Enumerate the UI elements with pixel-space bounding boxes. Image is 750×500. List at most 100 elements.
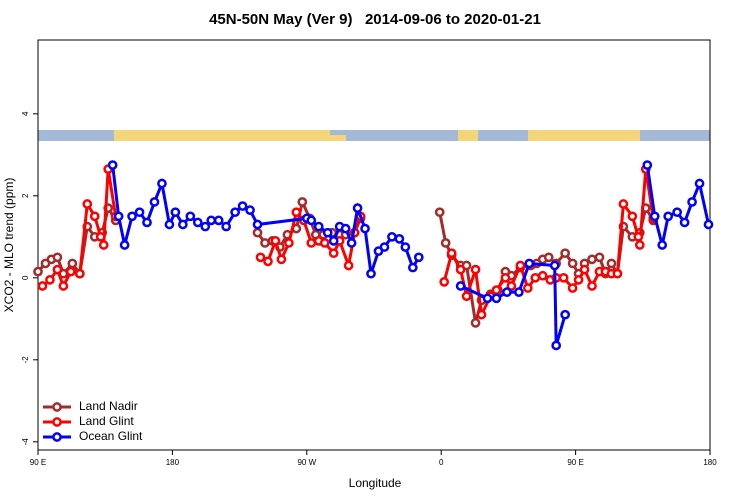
data-point bbox=[634, 240, 645, 250]
data-point bbox=[237, 201, 248, 211]
data-point bbox=[45, 275, 55, 285]
data-point bbox=[649, 211, 660, 222]
data-point bbox=[514, 287, 524, 297]
data-point bbox=[127, 211, 137, 222]
data-point bbox=[346, 238, 357, 248]
data-point bbox=[434, 207, 445, 218]
data-point bbox=[560, 248, 570, 259]
data-point bbox=[587, 281, 597, 291]
data-point bbox=[573, 275, 584, 285]
data-point bbox=[455, 264, 466, 275]
data-point bbox=[587, 254, 597, 265]
data-point bbox=[476, 309, 487, 320]
series-line bbox=[645, 164, 710, 246]
data-point bbox=[515, 260, 526, 271]
data-point bbox=[66, 266, 76, 277]
x-tick-label: 0 bbox=[439, 458, 444, 467]
data-point bbox=[306, 215, 317, 226]
data-point bbox=[352, 203, 363, 213]
legend-label: Land Glint bbox=[79, 414, 134, 428]
data-point bbox=[379, 242, 390, 252]
data-point bbox=[245, 205, 255, 215]
data-point bbox=[33, 266, 43, 277]
data-point bbox=[74, 268, 85, 279]
data-point bbox=[322, 227, 333, 238]
data-point bbox=[400, 242, 411, 252]
data-point bbox=[252, 219, 263, 230]
data-point bbox=[394, 234, 405, 244]
data-point bbox=[178, 219, 188, 230]
x-tick-label: 180 bbox=[166, 458, 180, 467]
data-point bbox=[491, 285, 502, 295]
data-point bbox=[642, 160, 653, 170]
x-tick-label: 90 W bbox=[297, 458, 316, 467]
y-axis-label: XCO2 - MLO trend (ppm) bbox=[2, 178, 16, 313]
data-point bbox=[506, 281, 517, 291]
data-point bbox=[252, 227, 263, 238]
data-point bbox=[52, 264, 63, 275]
land-ocean-strip bbox=[38, 130, 710, 141]
data-point bbox=[567, 258, 578, 269]
data-point bbox=[407, 262, 418, 273]
data-point bbox=[192, 217, 203, 228]
data-point bbox=[119, 240, 130, 250]
data-point bbox=[291, 207, 302, 218]
data-point bbox=[134, 207, 145, 218]
data-point bbox=[360, 223, 370, 234]
chart-title: 45N-50N May (Ver 9) 2014-09-06 to 2020-0… bbox=[209, 11, 541, 28]
legend-label: Ocean Glint bbox=[79, 429, 143, 443]
data-point bbox=[82, 199, 93, 209]
data-point bbox=[679, 217, 690, 228]
data-point bbox=[627, 211, 638, 222]
data-point bbox=[95, 231, 106, 242]
data-point bbox=[206, 215, 217, 226]
data-point bbox=[446, 248, 457, 259]
data-point bbox=[263, 256, 273, 267]
x-tick-label: 180 bbox=[703, 458, 717, 467]
data-point bbox=[313, 221, 324, 232]
data-point bbox=[558, 272, 569, 283]
data-point bbox=[657, 240, 668, 250]
data-point bbox=[440, 238, 451, 248]
x-axis-label: Longitude bbox=[349, 476, 402, 490]
data-point bbox=[530, 272, 541, 283]
series bbox=[107, 160, 714, 351]
data-point bbox=[297, 197, 308, 207]
data-point bbox=[306, 238, 317, 248]
data-point bbox=[67, 258, 78, 269]
data-point bbox=[470, 318, 481, 328]
data-point bbox=[461, 291, 472, 302]
data-point bbox=[567, 283, 578, 293]
data-point bbox=[340, 223, 351, 234]
x-tick-label: 90 E bbox=[30, 458, 46, 467]
data-point bbox=[260, 238, 270, 248]
data-point bbox=[200, 221, 211, 232]
data-point bbox=[276, 254, 287, 265]
y-tick-label: -4 bbox=[21, 438, 30, 446]
legend-marker bbox=[52, 417, 62, 427]
data-point bbox=[470, 264, 481, 275]
data-point bbox=[343, 260, 354, 271]
x-tick-label: 90 E bbox=[567, 458, 583, 467]
data-point bbox=[98, 240, 109, 250]
data-point bbox=[270, 236, 281, 246]
data-point bbox=[319, 238, 330, 248]
data-point bbox=[594, 252, 605, 263]
data-point bbox=[170, 207, 181, 218]
data-point bbox=[328, 236, 339, 246]
ocean-strip bbox=[640, 130, 710, 141]
data-point bbox=[366, 268, 376, 279]
data-point bbox=[606, 258, 617, 269]
data-point bbox=[89, 211, 100, 222]
data-point bbox=[560, 309, 570, 320]
data-point bbox=[107, 160, 118, 170]
data-point bbox=[612, 268, 623, 279]
data-point bbox=[157, 178, 167, 189]
data-point bbox=[439, 277, 450, 287]
data-point bbox=[500, 272, 511, 283]
data-point bbox=[328, 248, 339, 259]
data-point bbox=[537, 270, 548, 281]
legend-marker bbox=[52, 432, 62, 442]
data-point bbox=[618, 199, 629, 209]
